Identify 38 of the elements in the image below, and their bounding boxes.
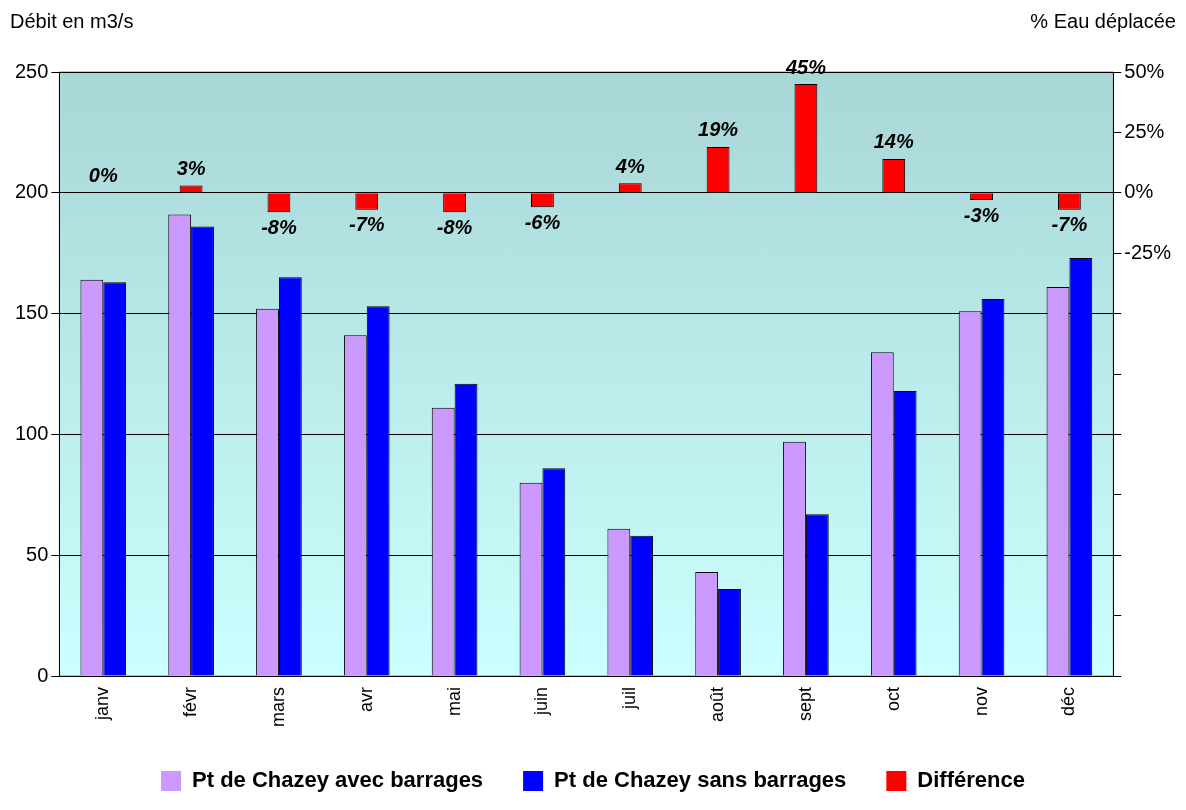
y2-tick-label: 50% <box>1124 59 1165 82</box>
data-label: -8% <box>261 215 297 238</box>
y-tick-label: 250 <box>14 59 49 82</box>
legend-label: Pt de Chazey sans barrages <box>554 767 847 793</box>
y-tick-label: 50 <box>26 542 49 565</box>
y-tick-label: 100 <box>14 421 49 444</box>
x-tick-label: févr <box>180 687 201 718</box>
x-tick-label: août <box>707 687 728 723</box>
data-label: 0% <box>88 164 118 187</box>
x-tick-label: juil <box>619 687 640 711</box>
legend-label: Pt de Chazey avec barrages <box>192 767 484 793</box>
x-tick-label: mars <box>267 687 288 727</box>
y2-axis-title: % Eau déplacée <box>1030 9 1176 32</box>
y-axis-title: Débit en m3/s <box>10 9 134 32</box>
y-tick-label: 0 <box>37 663 49 686</box>
x-tick-label: juin <box>531 687 552 717</box>
x-tick-label: avr <box>355 687 376 713</box>
y-tick-label: 200 <box>14 180 49 203</box>
x-tick-label: janv <box>92 687 113 722</box>
legend-label: Différence <box>917 767 1025 793</box>
data-label: -7% <box>1051 213 1088 236</box>
data-label: -8% <box>436 215 473 238</box>
x-tick-label: nov <box>970 687 991 717</box>
y2-tick-label: 25% <box>1124 119 1165 142</box>
data-label: 19% <box>698 118 739 141</box>
x-tick-label: mai <box>443 687 464 717</box>
data-label: -6% <box>524 210 561 233</box>
x-tick-label: déc <box>1058 687 1079 717</box>
y2-tick-label: 0% <box>1124 180 1154 203</box>
data-label: 14% <box>873 130 914 153</box>
data-label: -7% <box>348 213 385 236</box>
y2-tick-label: -25% <box>1124 240 1172 263</box>
x-tick-label: oct <box>882 687 903 712</box>
data-label: -3% <box>963 203 1000 226</box>
data-label: 3% <box>176 157 206 180</box>
data-label: 4% <box>614 154 645 177</box>
x-tick-label: sept <box>794 687 815 722</box>
y-tick-label: 150 <box>14 301 49 324</box>
